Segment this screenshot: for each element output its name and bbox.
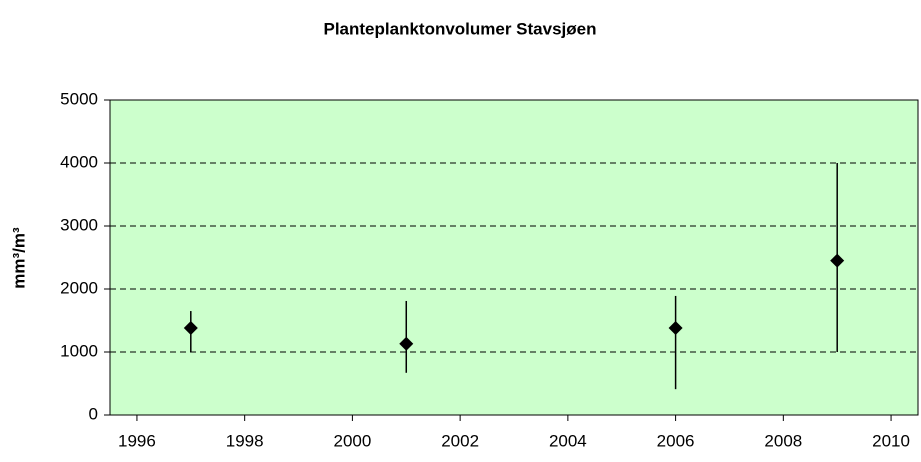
plot-area [110,100,918,415]
x-tick-label: 2004 [549,431,587,450]
y-tick-label: 2000 [60,278,98,297]
x-tick-label: 2002 [441,431,479,450]
x-tick-label: 2010 [872,431,910,450]
marker [399,336,414,351]
marker [668,321,683,336]
y-axis-label: mm³/m³ [9,227,28,289]
x-tick-label: 2006 [657,431,695,450]
chart-title: Planteplanktonvolumer Stavsjøen [323,19,596,38]
y-tick-label: 0 [89,404,98,423]
y-tick-label: 1000 [60,341,98,360]
plot-border [109,99,919,416]
x-tick-label: 2000 [333,431,371,450]
y-tick-label: 5000 [60,89,98,108]
marker [830,253,845,268]
x-tick-label: 2008 [764,431,802,450]
marker [183,321,198,336]
y-tick-label: 3000 [60,215,98,234]
x-tick-label: 1996 [118,431,156,450]
y-tick-label: 4000 [60,152,98,171]
x-tick-label: 1998 [226,431,264,450]
